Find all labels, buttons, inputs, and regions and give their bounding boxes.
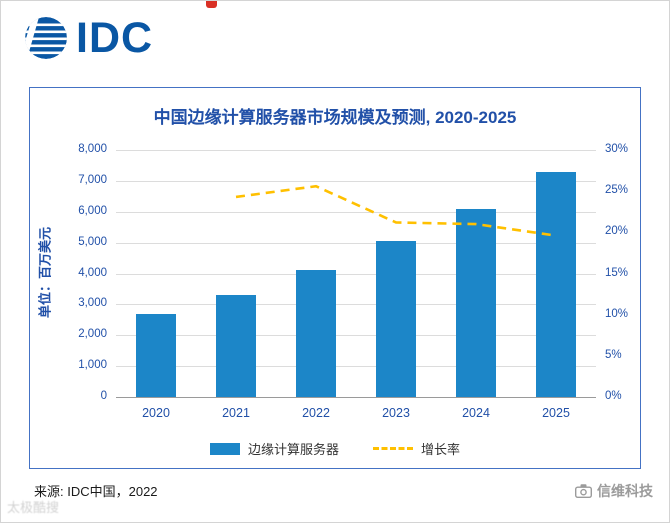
gridline xyxy=(116,273,596,275)
watermark-left: 太极酷搜 xyxy=(7,500,60,515)
legend-bar-swatch xyxy=(209,442,240,455)
gridline xyxy=(116,180,596,182)
idc-globe-icon xyxy=(25,17,67,59)
gridline xyxy=(116,242,596,244)
idc-logo-text: IDC xyxy=(76,13,154,62)
x-axis-label: 2024 xyxy=(462,406,490,420)
legend-bar-label: 边缘计算服务器 xyxy=(247,442,339,457)
chart-title: 中国边缘计算服务器市场规模及预测, 2020-2025 xyxy=(153,108,517,127)
x-axis-label: 2021 xyxy=(222,406,250,420)
gridline xyxy=(116,304,596,306)
left-axis-tick: 8,000 xyxy=(78,143,107,155)
legend-item-line: 增长率 xyxy=(373,439,460,458)
right-axis-tick: 20% xyxy=(605,225,629,238)
gridline xyxy=(116,335,596,337)
red-mark xyxy=(206,1,217,8)
idc-logo: IDC xyxy=(23,15,153,61)
bar-2025 xyxy=(536,171,576,397)
legend-line-swatch xyxy=(373,447,413,450)
left-axis-tick: 3,000 xyxy=(78,297,107,310)
x-axis-label: 2022 xyxy=(302,406,330,420)
x-axis-label: 2025 xyxy=(542,406,570,420)
gridline xyxy=(116,150,596,151)
x-axis-label: 2023 xyxy=(382,406,410,420)
left-axis-tick: 1,000 xyxy=(78,359,107,372)
growth-rate-line xyxy=(235,184,557,237)
source-text: 来源: IDC中国，2022 xyxy=(34,484,158,499)
right-axis-tick: 0% xyxy=(605,390,622,402)
watermark-right-label: 信维科技 xyxy=(597,483,653,499)
left-axis-tick: 4,000 xyxy=(78,266,107,279)
bar-2024 xyxy=(456,208,496,397)
right-axis-tick: 30% xyxy=(605,143,629,155)
bar-2023 xyxy=(376,241,416,397)
right-axis-tick: 10% xyxy=(605,307,629,320)
left-axis-title: 单位：百万美元 xyxy=(37,227,53,319)
left-axis-tick: 6,000 xyxy=(78,204,107,217)
right-axis-tick: 15% xyxy=(605,266,629,279)
bar-2020 xyxy=(136,313,176,397)
bar-2022 xyxy=(296,270,336,397)
left-axis-tick: 5,000 xyxy=(78,235,107,248)
camera-icon xyxy=(575,484,592,498)
bar-2021 xyxy=(216,295,256,397)
plot-area: 0 1,000 2,000 3,000 4,000 5,000 6,000 7,000 8,00… xyxy=(78,143,628,420)
watermark-right: 信维科技 xyxy=(575,481,653,501)
left-axis-tick: 0 xyxy=(100,390,107,402)
legend: 边缘计算服务器 增长率 xyxy=(30,439,640,458)
gridline xyxy=(116,366,596,368)
left-axis-tick: 2,000 xyxy=(78,328,107,341)
left-axis-tick: 7,000 xyxy=(78,173,107,186)
legend-item-bars: 边缘计算服务器 xyxy=(209,439,339,458)
x-axis-label: 2020 xyxy=(142,406,170,420)
legend-line-label: 增长率 xyxy=(421,442,461,457)
right-axis-tick: 25% xyxy=(605,184,629,197)
gridline xyxy=(116,397,596,398)
chart-container: 中国边缘计算服务器市场规模及预测, 2020-2025 单位：百万美元 0 1,0… xyxy=(29,87,641,469)
right-axis-tick: 5% xyxy=(605,348,622,361)
gridline xyxy=(116,211,596,213)
